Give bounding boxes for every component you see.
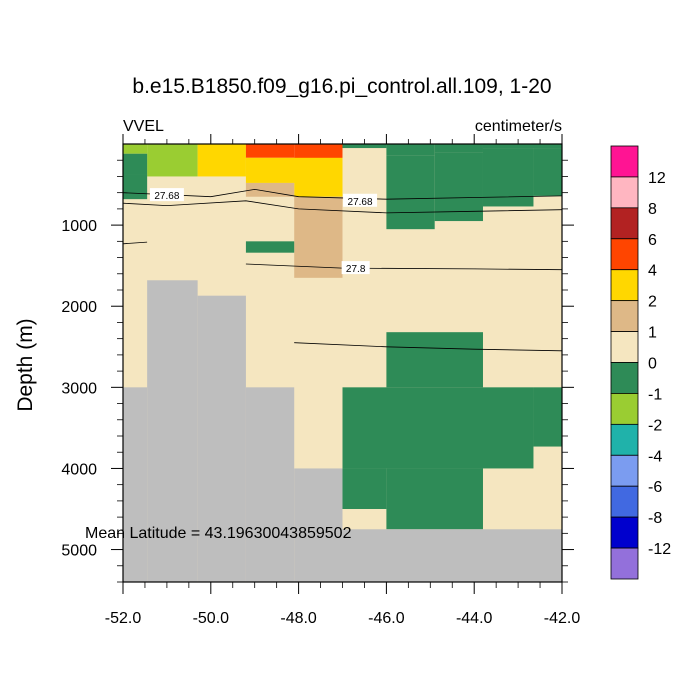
contour-label-box — [343, 193, 378, 207]
contour-label: 27.8 — [346, 264, 366, 275]
x-tick-label: -48.0 — [280, 610, 317, 627]
colorbar-swatch — [610, 362, 639, 394]
contour-labels: 27.68 27.68 27.8 — [149, 188, 378, 275]
data-cell — [533, 387, 562, 447]
colorbar-swatch — [610, 269, 639, 302]
x-tick-labels: -52.0 -50.0 -48.0 -46.0 -44.0 -42.0 — [105, 610, 581, 627]
land-cell — [294, 468, 343, 582]
units-label: centimeter/s — [475, 118, 562, 135]
chart-title: b.e15.B1850.f09_g16.pi_control.all.109, … — [132, 75, 551, 98]
colorbar-swatch — [610, 238, 639, 271]
contour-line — [122, 188, 563, 200]
data-cell — [123, 174, 148, 200]
colorbar-swatch — [610, 423, 639, 456]
data-cell — [123, 144, 148, 154]
mean-latitude-annotation: Mean Latitude = 43.19630043859502 — [85, 525, 352, 542]
y-tick-label: 3000 — [61, 380, 97, 397]
data-cell — [245, 182, 295, 197]
colorbar-swatch — [610, 300, 639, 332]
data-cell — [386, 332, 483, 388]
data-cell — [482, 148, 534, 207]
data-cell — [123, 153, 148, 175]
y-tick-labels: 1000 2000 3000 4000 5000 — [61, 218, 97, 559]
data-cell — [434, 144, 483, 153]
land-cell — [147, 280, 198, 582]
colorbar-swatch — [610, 331, 639, 363]
data-cell — [386, 155, 435, 230]
x-tick-label: -52.0 — [105, 610, 142, 627]
data-cell — [482, 144, 562, 149]
contour-label-box — [341, 261, 370, 275]
colorbar-label: -1 — [648, 386, 662, 403]
contour-line — [245, 263, 563, 271]
data-cell — [342, 144, 387, 149]
land-cell — [123, 387, 148, 582]
colorbar-swatch — [610, 454, 639, 487]
colorbar-label: 8 — [648, 201, 657, 218]
colorbar-label: 2 — [648, 294, 657, 311]
colorbar — [610, 145, 639, 580]
data-cell — [386, 468, 483, 530]
data-cell — [294, 160, 343, 197]
axis-ticks — [111, 134, 574, 594]
x-tick-label: -46.0 — [368, 610, 405, 627]
colorbar-label: -12 — [648, 541, 671, 558]
x-tick-label: -50.0 — [193, 610, 230, 627]
contour-line — [294, 342, 563, 352]
x-tick-label: -44.0 — [456, 610, 493, 627]
land-mask — [123, 280, 562, 582]
colorbar-labels: 12 8 6 4 2 1 0 -1 -2 -4 -6 -8 -12 — [648, 170, 671, 558]
y-tick-label: 1000 — [61, 218, 97, 235]
colorbar-swatch — [610, 176, 639, 209]
colorbar-label: 0 — [648, 356, 657, 373]
colorbar-swatch — [610, 516, 639, 549]
land-cell — [342, 529, 562, 582]
y-tick-label: 5000 — [61, 543, 97, 560]
colorbar-label: -6 — [648, 479, 662, 496]
contour-line — [122, 241, 148, 245]
colorbar-label: -4 — [648, 448, 662, 465]
data-cell — [197, 144, 246, 177]
data-cell — [533, 148, 562, 196]
contour-label: 27.68 — [348, 197, 373, 208]
colorbar-label: -2 — [648, 417, 662, 434]
colorbar-swatch — [610, 207, 639, 240]
colorbar-swatch — [610, 393, 639, 425]
data-cell — [245, 241, 295, 253]
land-cell — [245, 387, 295, 582]
y-tick-label: 4000 — [61, 461, 97, 478]
contour-label-box — [149, 188, 184, 202]
x-tick-label: -42.0 — [544, 610, 581, 627]
data-cell — [294, 144, 343, 161]
contour-line — [122, 200, 563, 214]
data-cell — [342, 387, 534, 469]
colorbar-label: 6 — [648, 232, 657, 249]
data-cell — [342, 468, 387, 509]
land-cell — [197, 295, 246, 582]
data-cell — [386, 144, 435, 156]
colorbar-swatch — [610, 145, 639, 178]
colorbar-label: -8 — [648, 510, 662, 527]
contour-label: 27.68 — [154, 191, 179, 202]
y-axis-label: Depth (m) — [14, 318, 37, 411]
data-cell — [245, 144, 295, 158]
colorbar-label: 4 — [648, 263, 657, 280]
colorbar-label: 1 — [648, 325, 657, 342]
contour-lines — [122, 188, 563, 352]
colorbar-swatch — [610, 547, 639, 580]
colorbar-label: 12 — [648, 170, 666, 187]
data-cell — [434, 152, 483, 222]
variable-label: VVEL — [123, 118, 164, 135]
y-tick-label: 2000 — [61, 299, 97, 316]
colorbar-swatch — [610, 485, 639, 518]
data-cell — [147, 144, 198, 177]
